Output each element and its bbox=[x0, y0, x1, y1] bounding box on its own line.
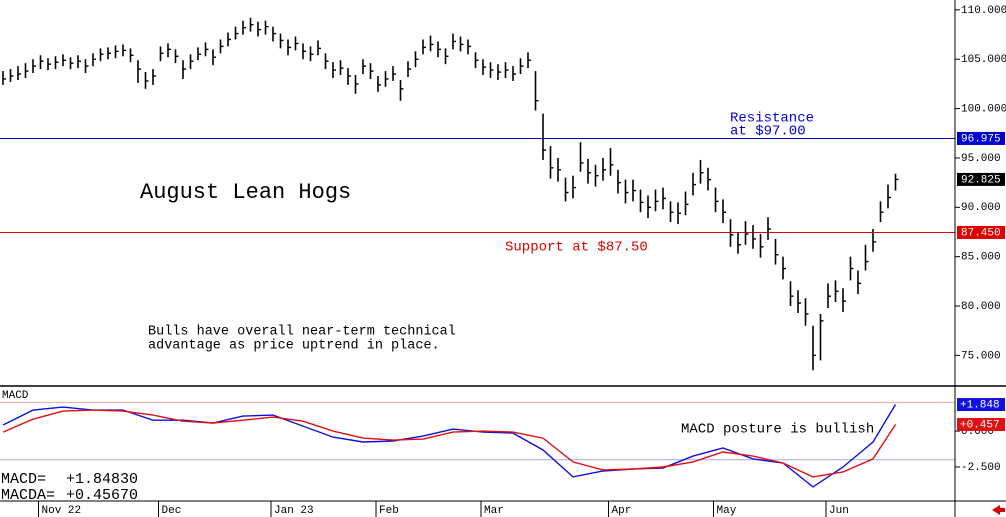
last-price-label: 92.825 bbox=[961, 174, 1001, 186]
resistance-note: at $97.00 bbox=[730, 124, 806, 140]
x-tick-label: Mar bbox=[484, 505, 504, 517]
scroll-arrow[interactable] bbox=[992, 505, 1005, 515]
note: advantage as price uptrend in place. bbox=[148, 339, 440, 354]
resistance-note: Resistance bbox=[730, 111, 814, 127]
support-tag bbox=[957, 225, 1005, 239]
x-tick-label: Jan 23 bbox=[274, 505, 314, 517]
y-tick-label: 110.000 bbox=[961, 5, 1006, 17]
note: Bulls have overall near-term technical bbox=[148, 325, 456, 340]
readout-value: +0.45670 bbox=[66, 487, 138, 504]
support-tag-label: 87.450 bbox=[961, 227, 1001, 239]
readout-label: MACDA= bbox=[1, 487, 55, 504]
x-tick-label: Dec bbox=[162, 505, 182, 517]
readout-label: MACD= bbox=[1, 471, 46, 488]
y-tick-label: 75.000 bbox=[961, 350, 1001, 362]
support-note: Support at $87.50 bbox=[505, 240, 648, 256]
y-tick-label: 90.000 bbox=[961, 202, 1001, 214]
chart-title: August Lean Hogs bbox=[140, 180, 351, 205]
macd-line bbox=[2, 404, 897, 488]
readout-value: +1.84830 bbox=[66, 471, 138, 488]
macd-tag bbox=[957, 418, 1005, 432]
y-tick-label: 105.000 bbox=[961, 54, 1006, 66]
macd-annotation: MACD posture is bullish bbox=[681, 422, 874, 438]
plot-layer: 75.000 80.000 85.000 90.000 95.000 100.000 105… bbox=[0, 5, 1006, 517]
y-tick-label: 80.000 bbox=[961, 301, 1001, 313]
macd-tag-label: +0.457 bbox=[960, 419, 1000, 431]
panel-title: MACD bbox=[2, 390, 29, 402]
y-tick-label: -2.500 bbox=[961, 462, 1001, 474]
resistance-tag-label: 96.975 bbox=[961, 133, 1001, 145]
macd-tag bbox=[957, 398, 1005, 412]
macd-line bbox=[2, 409, 897, 478]
macd-tag-label: +1.848 bbox=[960, 399, 1000, 411]
x-tick-label: Nov 22 bbox=[42, 505, 82, 517]
x-tick-label: Jun bbox=[829, 505, 849, 517]
x-tick-label: Feb bbox=[379, 505, 399, 517]
x-tick-label: May bbox=[717, 505, 737, 517]
resistance-tag bbox=[957, 131, 1005, 145]
readout-box bbox=[0, 468, 152, 501]
y-tick-label: 85.000 bbox=[961, 252, 1001, 264]
y-tick-label: 100.000 bbox=[961, 103, 1006, 115]
y-tick-label: 95.000 bbox=[961, 153, 1001, 165]
last-price-tag bbox=[957, 172, 1005, 186]
x-tick-label: Apr bbox=[612, 505, 632, 517]
